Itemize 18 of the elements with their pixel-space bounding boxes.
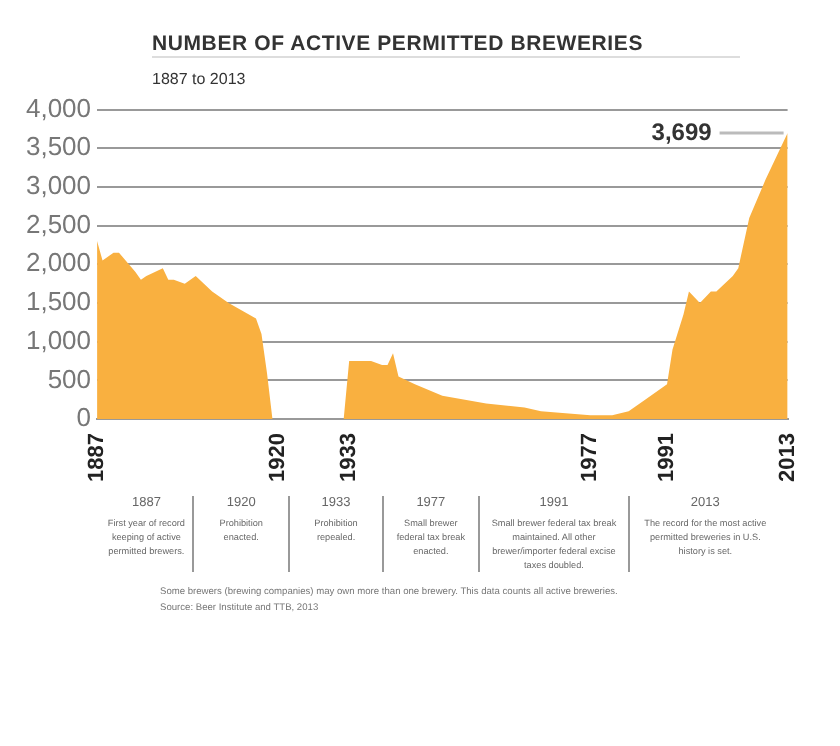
annotation: 3,699 xyxy=(651,117,713,146)
x-tick-label: 1977 xyxy=(578,433,603,483)
y-tick-label: 3,500 xyxy=(25,131,92,162)
y-tick-label: 1,000 xyxy=(25,324,92,355)
y-tick-label: 2,500 xyxy=(25,208,92,239)
chart-subtitle: 1887 to 2013 xyxy=(152,70,248,88)
y-tick-label: 1,500 xyxy=(25,286,92,317)
x-tick-label: 1991 xyxy=(655,433,680,483)
x-tick-label: 2013 xyxy=(775,433,800,483)
y-tick-label: 500 xyxy=(47,363,92,394)
y-tick-label: 3,000 xyxy=(25,170,92,201)
x-tick-label: 1887 xyxy=(85,433,110,483)
x-tick-label: 1920 xyxy=(265,433,290,483)
chart-title: NUMBER OF ACTIVE PERMITTED BREWERIES xyxy=(152,0,740,58)
x-tick-label: 1933 xyxy=(337,433,362,483)
y-tick-label: 0 xyxy=(76,402,92,433)
y-tick-label: 4,000 xyxy=(25,92,92,123)
y-tick-label: 2,000 xyxy=(25,247,92,278)
